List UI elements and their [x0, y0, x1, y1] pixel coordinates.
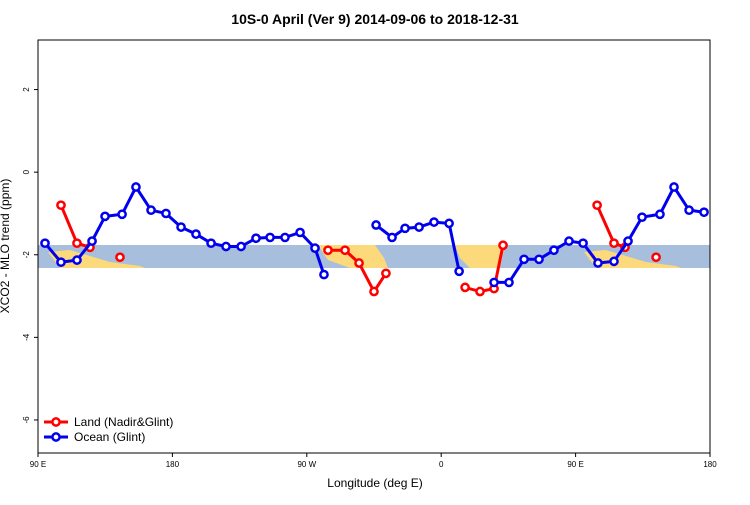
data-point — [669, 182, 679, 192]
y-tick-label: -4 — [22, 333, 31, 341]
data-point — [87, 236, 97, 246]
land-africa — [455, 245, 505, 268]
data-point — [191, 229, 201, 239]
data-point — [489, 277, 499, 288]
data-point — [72, 238, 82, 249]
data-point — [549, 245, 559, 256]
data-point — [651, 252, 661, 263]
data-point — [310, 243, 320, 254]
data-point — [578, 238, 588, 249]
data-point — [117, 209, 127, 220]
data-point — [206, 238, 216, 249]
data-point — [72, 255, 82, 265]
data-point — [354, 258, 364, 268]
data-point — [381, 268, 391, 279]
data-point — [684, 205, 694, 216]
data-point — [498, 240, 508, 251]
legend-marker — [51, 432, 61, 442]
data-point — [387, 232, 397, 243]
data-point — [564, 236, 574, 246]
y-tick-label: -6 — [22, 416, 31, 424]
data-point — [637, 212, 647, 223]
series-line — [464, 244, 505, 294]
data-point — [131, 182, 141, 192]
data-point — [146, 205, 156, 216]
x-tick-label: 90 E — [567, 460, 583, 469]
data-point — [593, 258, 603, 268]
data-point — [100, 211, 110, 222]
x-tick-label: 90 E — [30, 460, 46, 469]
y-tick-label: -2 — [22, 251, 31, 259]
data-point — [699, 207, 709, 218]
x-tick-label: 180 — [166, 460, 180, 469]
data-point — [454, 266, 464, 277]
data-point — [56, 200, 66, 211]
land-asia — [48, 250, 145, 268]
y-tick-label: 0 — [22, 169, 31, 174]
data-point — [504, 277, 514, 288]
data-point — [609, 256, 619, 267]
data-point — [519, 254, 529, 265]
data-point — [400, 223, 410, 234]
legend-marker — [51, 417, 61, 427]
data-point — [323, 245, 333, 256]
plot-frame — [37, 39, 711, 454]
data-point — [265, 232, 275, 243]
x-axis-label: Longitude (deg E) — [327, 476, 422, 490]
data-point — [623, 236, 633, 246]
legend-label: Land (Nadir&Glint) — [74, 415, 173, 429]
x-tick-label: 180 — [703, 460, 717, 469]
data-point — [319, 269, 329, 280]
legend-label: Ocean (Glint) — [74, 430, 145, 444]
data-point — [295, 227, 305, 238]
data-point — [161, 208, 171, 219]
data-point — [56, 257, 66, 268]
data-point — [40, 238, 50, 249]
x-tick-label: 0 — [439, 460, 444, 469]
data-point — [429, 217, 439, 227]
data-point — [414, 222, 424, 232]
data-point — [280, 232, 290, 243]
data-point — [236, 241, 246, 252]
y-tick-label: 2 — [22, 87, 31, 92]
data-point — [340, 245, 350, 256]
data-point — [475, 286, 485, 297]
data-point — [176, 222, 186, 232]
data-point — [609, 238, 619, 249]
y-axis-label: XCO2 - MLO trend (ppm) — [0, 179, 12, 314]
chart-title: 10S-0 April (Ver 9) 2014-09-06 to 2018-1… — [231, 11, 519, 27]
data-point — [369, 286, 379, 297]
data-point — [534, 254, 544, 265]
data-point — [251, 233, 261, 244]
data-point — [444, 218, 454, 229]
data-point — [221, 241, 231, 252]
data-point — [115, 252, 125, 263]
land-asia-repeat — [584, 250, 681, 268]
data-point — [371, 220, 381, 230]
x-tick-label: 90 W — [297, 460, 316, 469]
data-point — [655, 209, 665, 220]
data-point — [592, 200, 602, 211]
data-point — [460, 282, 470, 293]
